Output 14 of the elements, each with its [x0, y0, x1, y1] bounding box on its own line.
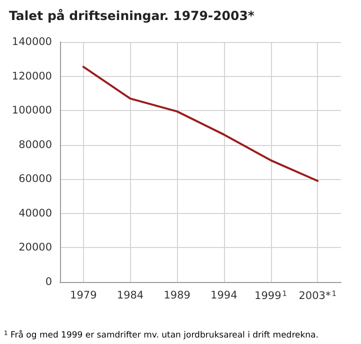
y-tick-label: 40000	[18, 207, 52, 220]
x-tick-label: 1984	[116, 290, 144, 302]
y-tick-label: 100000	[12, 104, 52, 117]
y-tick-label: 20000	[18, 242, 52, 254]
x-tick-label: 1994	[210, 290, 238, 302]
y-tick-label: 140000	[12, 36, 52, 48]
y-tick-label: 0	[45, 276, 52, 288]
y-tick-label: 120000	[12, 70, 52, 82]
y-tick-label: 60000	[18, 173, 52, 186]
line-series	[82, 66, 319, 182]
x-tick-label: 1989	[164, 290, 190, 302]
x-tick-label: 1979	[70, 290, 97, 302]
chart-title: Talet på driftseiningar. 1979-2003*	[9, 8, 255, 23]
y-tick-label: 80000	[18, 138, 52, 151]
